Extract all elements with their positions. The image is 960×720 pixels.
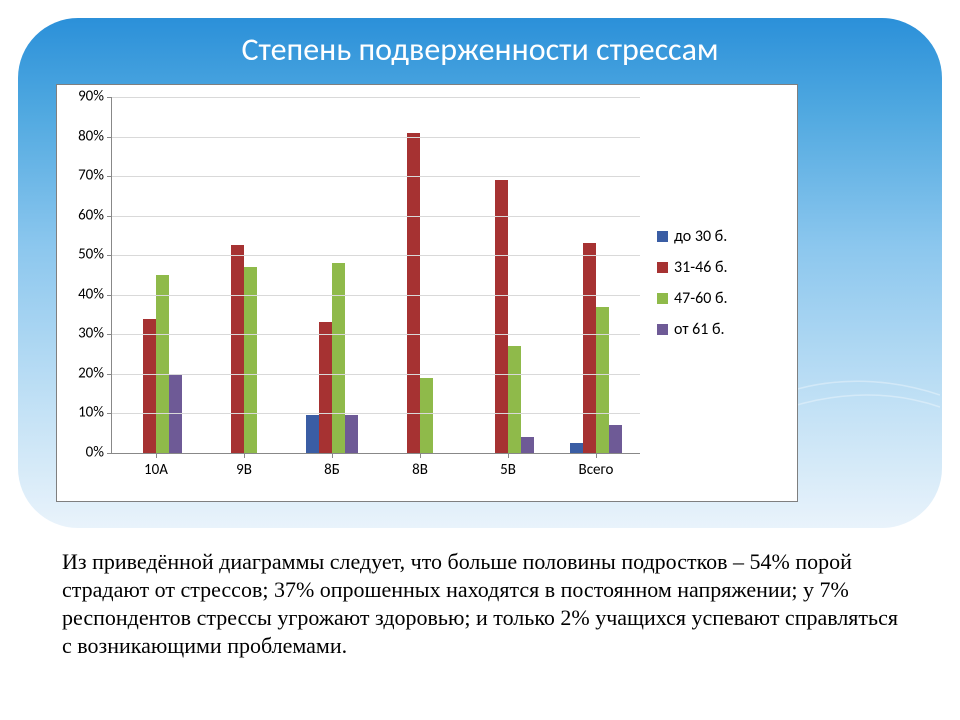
chart-bar	[609, 425, 622, 453]
chart-bar-group: 10А	[112, 97, 200, 453]
chart-category-label: 9В	[200, 461, 288, 479]
chart-gridline	[112, 374, 640, 375]
chart-ytick	[107, 295, 112, 296]
chart-bar	[156, 275, 169, 453]
legend-item: 31-46 б.	[657, 258, 777, 277]
chart-xtick	[244, 453, 245, 458]
chart-gridline	[112, 295, 640, 296]
chart-bar	[306, 415, 319, 453]
chart-ytick	[107, 374, 112, 375]
chart-bar-group: 8В	[376, 97, 464, 453]
chart-ytick	[107, 216, 112, 217]
chart-ylabel: 30%	[60, 327, 104, 342]
legend-label: 31-46 б.	[674, 258, 728, 277]
chart-gridline	[112, 334, 640, 335]
chart-ylabel: 50%	[60, 248, 104, 263]
chart-xtick	[332, 453, 333, 458]
chart-gridline	[112, 216, 640, 217]
chart-bar	[508, 346, 521, 453]
chart-ytick	[107, 413, 112, 414]
chart-category-label: 8В	[376, 461, 464, 479]
chart-bar	[583, 243, 596, 453]
chart-ytick	[107, 334, 112, 335]
chart-bar-group: 9В	[200, 97, 288, 453]
chart-ytick	[107, 176, 112, 177]
chart-frame: 10А9В8Б8В5ВВсего 0% 10% 20% 30% 40% 50% 60% 70%…	[56, 84, 798, 502]
legend-swatch	[657, 231, 668, 242]
chart-legend: до 30 б. 31-46 б. 47-60 б. от 61 б.	[657, 215, 777, 351]
chart-ylabel: 90%	[60, 90, 104, 105]
chart-bar	[570, 443, 583, 453]
chart-bar	[143, 319, 156, 453]
chart-bar	[332, 263, 345, 453]
legend-item: 47-60 б.	[657, 289, 777, 308]
legend-label: от 61 б.	[674, 320, 725, 339]
legend-label: до 30 б.	[674, 227, 727, 246]
chart-bar	[407, 133, 420, 453]
legend-swatch	[657, 324, 668, 335]
chart-bar	[420, 378, 433, 453]
chart-bar-group: 5В	[464, 97, 552, 453]
chart-xtick	[156, 453, 157, 458]
chart-ytick	[107, 137, 112, 138]
chart-ylabel: 40%	[60, 287, 104, 302]
slide-title: Степень подверженности стрессам	[0, 30, 960, 69]
chart-category-label: 8Б	[288, 461, 376, 479]
chart-category-label: Всего	[552, 461, 640, 479]
chart-bar-group: 8Б	[288, 97, 376, 453]
chart-bar	[596, 307, 609, 453]
legend-swatch	[657, 262, 668, 273]
chart-ylabel: 80%	[60, 129, 104, 144]
chart-bar	[521, 437, 534, 453]
chart-gridline	[112, 137, 640, 138]
legend-item: от 61 б.	[657, 320, 777, 339]
chart-category-label: 5В	[464, 461, 552, 479]
chart-gridline	[112, 255, 640, 256]
chart-gridline	[112, 413, 640, 414]
chart-ylabel: 0%	[60, 446, 104, 461]
chart-bar	[319, 322, 332, 453]
chart-gridline	[112, 97, 640, 98]
slide: Степень подверженности стрессам 10А9В8Б8…	[0, 0, 960, 720]
chart-ylabel: 60%	[60, 208, 104, 223]
chart-xtick	[596, 453, 597, 458]
chart-ylabel: 10%	[60, 406, 104, 421]
chart-ylabel: 20%	[60, 366, 104, 381]
chart-ytick	[107, 453, 112, 454]
chart-bar	[345, 415, 358, 453]
chart-plot-area: 10А9В8Б8В5ВВсего 0%10%20%30%40%50%60%70%…	[111, 97, 640, 454]
chart-bar-group: Всего	[552, 97, 640, 453]
chart-ytick	[107, 255, 112, 256]
caption-text: Из приведённой диаграммы следует, что бо…	[62, 548, 898, 661]
chart-ytick	[107, 97, 112, 98]
chart-xtick	[420, 453, 421, 458]
legend-label: 47-60 б.	[674, 289, 728, 308]
chart-gridline	[112, 176, 640, 177]
legend-swatch	[657, 293, 668, 304]
chart-category-label: 10А	[112, 461, 200, 479]
chart-ylabel: 70%	[60, 169, 104, 184]
chart-bar	[231, 245, 244, 453]
legend-item: до 30 б.	[657, 227, 777, 246]
chart-bar-groups: 10А9В8Б8В5ВВсего	[112, 97, 640, 453]
chart-xtick	[508, 453, 509, 458]
chart-bar	[495, 180, 508, 453]
